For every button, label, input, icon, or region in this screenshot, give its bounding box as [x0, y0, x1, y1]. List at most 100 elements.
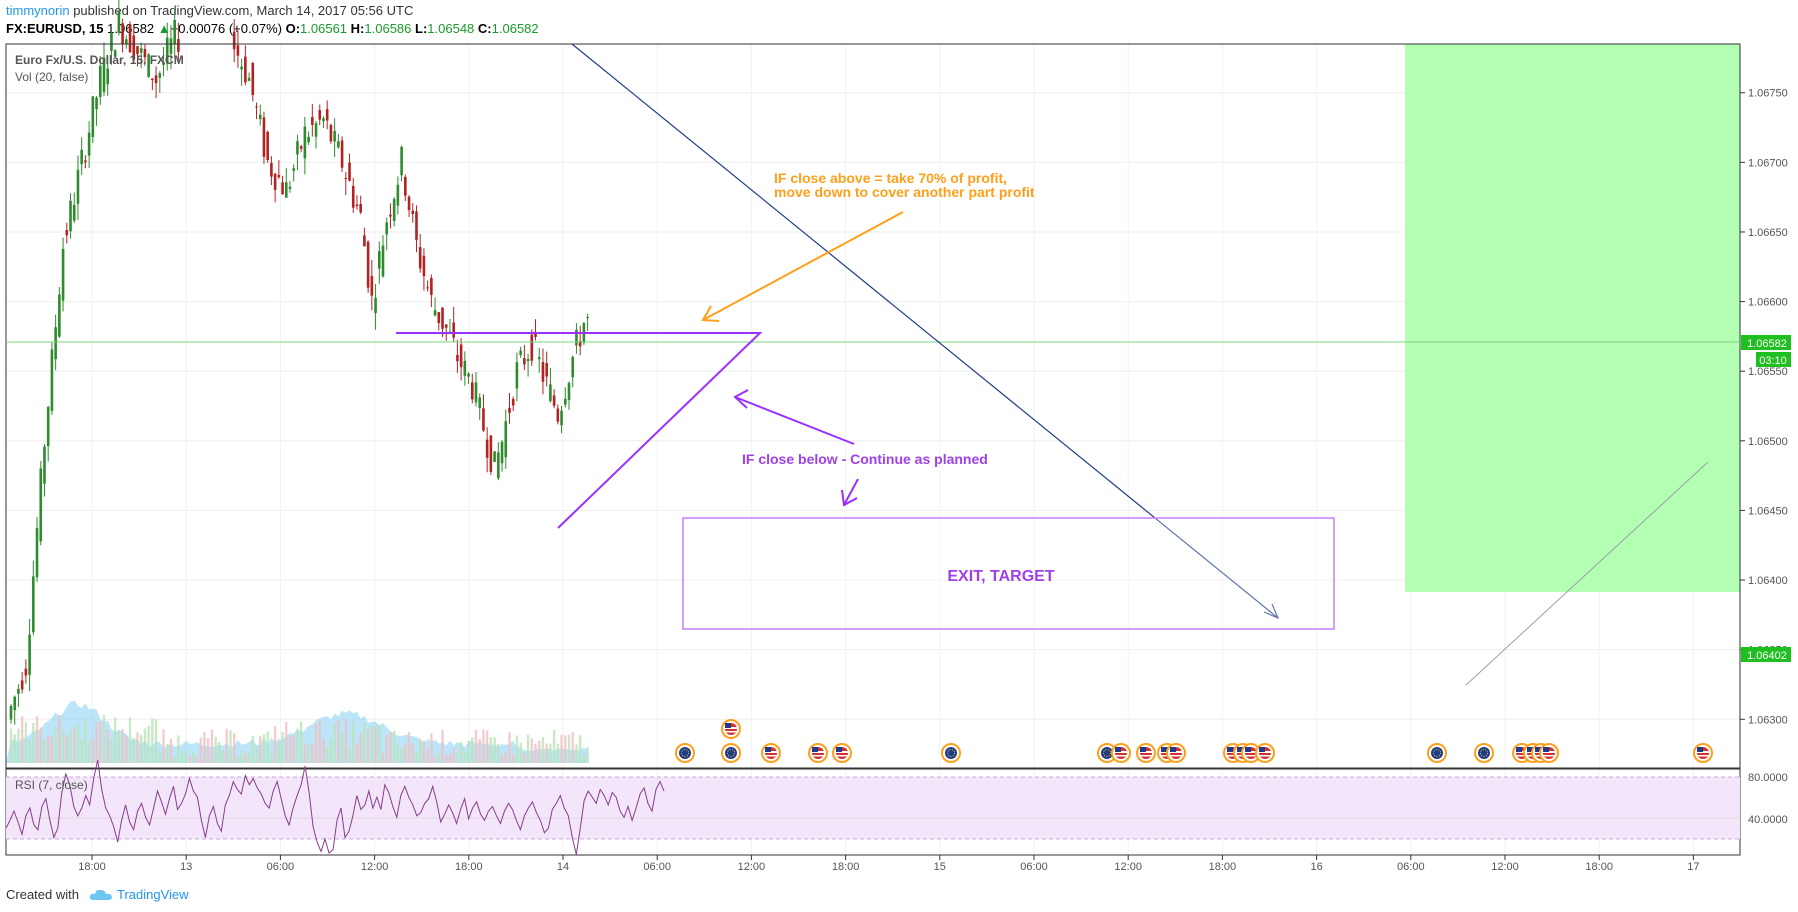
volume-bar	[106, 729, 109, 763]
candle-body	[433, 310, 437, 316]
volume-bar	[247, 752, 251, 763]
trend-arrow-head	[1263, 603, 1280, 620]
candle-body	[404, 176, 407, 196]
candle-body	[139, 48, 143, 53]
volume-bar	[203, 732, 206, 763]
us-flag-canton	[1161, 747, 1167, 752]
candle-body	[441, 307, 444, 329]
candle-body	[426, 287, 429, 289]
volume-bar	[515, 735, 519, 763]
countdown-badge-text: 03:10	[1759, 355, 1787, 367]
volume-bar	[233, 733, 236, 763]
us-flag-event-icon[interactable]	[1241, 743, 1261, 763]
event-markers[interactable]	[675, 719, 1713, 763]
time-tick-label: 12:00	[1114, 861, 1142, 873]
candle-body	[333, 130, 336, 142]
candle-body	[9, 706, 13, 720]
volume-bar	[456, 751, 459, 763]
volume-bar	[221, 749, 225, 763]
candle-body	[467, 373, 470, 377]
volume-bar	[128, 717, 132, 763]
eu-flag-event-icon[interactable]	[675, 743, 695, 763]
candle-body	[541, 362, 545, 382]
eu-flag-event-icon[interactable]	[1427, 743, 1447, 763]
candle-body	[556, 408, 560, 422]
volume-bar	[433, 756, 437, 763]
candle-body	[411, 210, 415, 214]
candle-body	[154, 75, 158, 84]
us-flag-event-icon[interactable]	[1539, 743, 1559, 763]
volume-bar	[322, 738, 325, 763]
candle-body	[58, 294, 61, 337]
us-flag-event-icon[interactable]	[808, 743, 828, 763]
tradingview-cloud-icon	[89, 889, 112, 900]
volume-bar	[214, 736, 217, 763]
orange-arrow-head	[701, 305, 720, 322]
volume-bar	[381, 753, 385, 763]
green-target-zone	[1405, 44, 1740, 592]
volume-bar	[50, 736, 54, 763]
candle-body	[110, 32, 113, 51]
volume-bar	[292, 735, 295, 763]
time-tick-label: 18:00	[1585, 861, 1613, 873]
candle-body	[35, 528, 39, 578]
candle-body	[396, 184, 400, 206]
candle-body	[262, 117, 266, 157]
us-flag-event-icon[interactable]	[1111, 743, 1131, 763]
chart-canvas[interactable]: IF close above = take 70% of profit, mov…	[0, 0, 1798, 880]
low-value: 1.06548	[427, 21, 475, 36]
volume-bar	[415, 752, 418, 763]
volume-bar	[422, 740, 426, 763]
rsi-line	[5, 759, 665, 855]
last-price-badge-text: 1.06582	[1747, 338, 1787, 350]
author-link[interactable]: timmynorin	[6, 3, 70, 18]
us-flag-event-icon[interactable]	[1136, 743, 1156, 763]
candle-body	[377, 251, 381, 269]
volume-bar	[132, 738, 135, 763]
candle-body	[247, 77, 251, 81]
tradingview-link[interactable]: TradingView	[117, 887, 189, 902]
us-flag-event-icon[interactable]	[1255, 743, 1275, 763]
volume-bar	[188, 755, 191, 763]
volume-bar	[411, 743, 414, 763]
candle-body	[474, 382, 478, 403]
eu-flag-event-icon[interactable]	[941, 743, 961, 763]
candles	[9, 0, 589, 725]
volume-bar	[251, 735, 254, 763]
volume-bar	[73, 727, 76, 763]
volume-bar	[419, 740, 422, 763]
publish-line: timmynorin published on TradingView.com,…	[6, 3, 413, 18]
us-flag-canton	[1527, 747, 1533, 752]
time-tick-label: 06:00	[643, 861, 671, 873]
volume-bar	[485, 730, 489, 763]
volume-bar	[266, 731, 269, 763]
eu-flag-field	[679, 747, 691, 759]
volume-bar	[355, 742, 359, 763]
volume-area	[6, 700, 589, 763]
eu-flag-field	[1101, 747, 1113, 759]
eu-flag-event-icon[interactable]	[721, 743, 741, 763]
volume-bar	[530, 738, 533, 763]
volume-bar	[459, 742, 463, 763]
us-flag-event-icon[interactable]	[832, 743, 852, 763]
volume-bar	[582, 754, 586, 763]
volume-bar	[500, 754, 504, 763]
candle-body	[430, 277, 433, 295]
eu-flag-event-icon[interactable]	[1474, 743, 1494, 763]
candle-body	[151, 78, 154, 81]
us-flag-event-icon[interactable]	[761, 743, 781, 763]
us-flag-event-icon[interactable]	[721, 719, 741, 739]
candle-body	[511, 398, 515, 406]
time-tick-label: 06:00	[1020, 861, 1048, 873]
us-flag-event-icon[interactable]	[1166, 743, 1186, 763]
us-flag-event-icon[interactable]	[1693, 743, 1713, 763]
volume-bar	[378, 725, 381, 763]
volume-bar	[154, 719, 158, 763]
candle-body	[549, 384, 552, 402]
candle-body	[470, 382, 474, 400]
volume-bar	[110, 739, 113, 763]
volume-bar	[218, 741, 221, 763]
eu-flag-event-icon[interactable]	[1097, 743, 1117, 763]
volume-bar	[467, 740, 470, 763]
eu-flag-stars	[1480, 749, 1488, 757]
